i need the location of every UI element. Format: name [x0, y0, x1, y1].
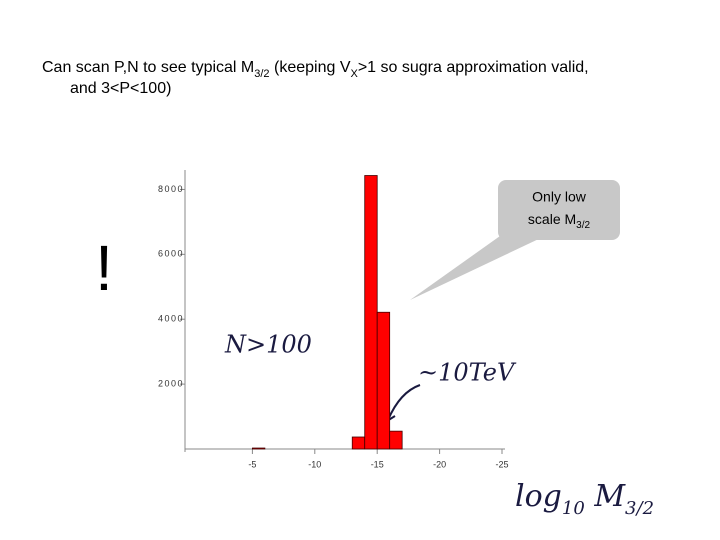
- text-span: scale M: [528, 211, 576, 227]
- x-tick-label: -15: [371, 459, 384, 469]
- bar: [376, 311, 391, 450]
- subscript: 3/2: [254, 68, 269, 80]
- subscript: X: [350, 68, 358, 80]
- x-tick-label: -25: [495, 459, 508, 469]
- y-tick-label: 4000: [158, 314, 184, 324]
- handwritten-note: N>100: [224, 331, 312, 359]
- title-line: and 3<P<100): [70, 80, 171, 97]
- handwritten-note: ~10TeV: [418, 359, 517, 387]
- text-span: Can scan P,N to see typical M: [42, 59, 254, 76]
- text-span: >1 so sugra approximation valid,: [358, 59, 589, 76]
- callout-box: [498, 180, 620, 240]
- text-span: M: [585, 479, 627, 514]
- bar: [351, 436, 366, 450]
- bar: [364, 175, 378, 450]
- x-axis-label: log10 M3/2: [515, 479, 654, 519]
- text-span: (keeping V: [270, 59, 351, 76]
- y-tick-label: 6000: [158, 249, 184, 259]
- callout-pointer: [410, 236, 545, 300]
- bar: [251, 447, 266, 450]
- title-line: Can scan P,N to see typical M3/2 (keepin…: [42, 59, 589, 80]
- exclamation: !: [95, 232, 113, 304]
- arrow: [387, 384, 421, 421]
- x-tick-label: -5: [248, 459, 256, 469]
- x-tick-label: -20: [433, 459, 446, 469]
- y-tick-label: 8000: [158, 184, 184, 194]
- callout-text: scale M3/2: [528, 211, 591, 231]
- subscript: 10: [562, 498, 585, 519]
- bar: [389, 430, 403, 450]
- subscript: 3/2: [625, 498, 654, 519]
- text-span: log: [515, 479, 562, 514]
- subscript: 3/2: [576, 220, 590, 231]
- x-tick-label: -10: [308, 459, 321, 469]
- callout-text: Only low: [532, 189, 587, 205]
- y-tick-label: 2000: [158, 378, 184, 388]
